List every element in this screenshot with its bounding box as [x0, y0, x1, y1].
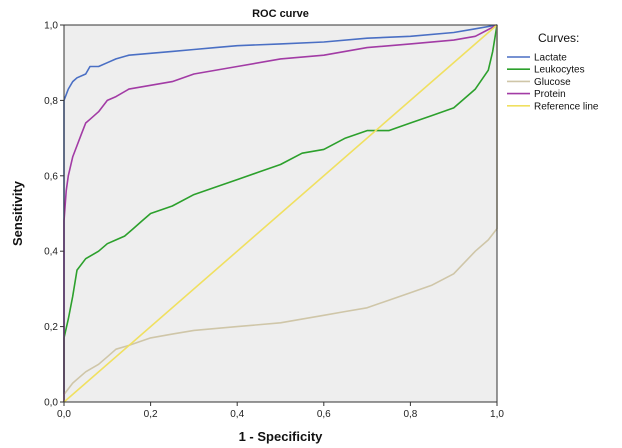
legend-title: Curves: — [538, 31, 579, 45]
series-layer — [63, 24, 498, 403]
x-tick-label: 0,4 — [230, 409, 244, 420]
y-tick-label: 0,6 — [44, 171, 58, 182]
y-tick-label: 0,2 — [44, 322, 58, 333]
y-tick-label: 0,0 — [44, 398, 58, 409]
y-axis-title: Sensitivity — [10, 180, 25, 246]
x-axis-ticks: 0,0 0,2 0,4 0,6 0,8 1,0 — [57, 402, 504, 420]
y-axis-ticks: 0,0 0,2 0,4 0,6 0,8 1,0 — [44, 21, 64, 409]
plot-frame — [63, 24, 498, 403]
x-tick-label: 0,0 — [57, 409, 71, 420]
x-tick-label: 0,6 — [317, 409, 331, 420]
y-tick-label: 0,8 — [44, 96, 58, 107]
legend: Curves: LactateLeukocytesGlucoseProteinR… — [507, 31, 599, 112]
legend-item: Glucose — [507, 77, 571, 88]
legend-item: Reference line — [507, 101, 599, 112]
x-tick-label: 1,0 — [490, 409, 504, 420]
legend-label: Reference line — [534, 101, 599, 112]
series-line-leukocytes — [63, 24, 498, 402]
legend-label: Glucose — [534, 77, 571, 88]
legend-item: Protein — [507, 89, 566, 100]
series-line-lactate — [63, 24, 498, 402]
legend-item: Lactate — [507, 53, 567, 64]
x-axis-title: 1 - Specificity — [239, 429, 324, 444]
x-tick-label: 0,8 — [403, 409, 417, 420]
series-line-reference-line — [63, 24, 498, 403]
legend-item: Leukocytes — [507, 65, 585, 76]
series-line-glucose — [63, 25, 498, 402]
legend-items: LactateLeukocytesGlucoseProteinReference… — [507, 53, 599, 112]
legend-label: Protein — [534, 89, 566, 100]
legend-label: Leukocytes — [534, 65, 585, 76]
x-tick-label: 0,2 — [144, 409, 158, 420]
y-tick-label: 0,4 — [44, 247, 58, 258]
series-line-protein — [63, 24, 498, 402]
y-tick-label: 1,0 — [44, 21, 58, 32]
chart-title: ROC curve — [252, 8, 309, 20]
legend-label: Lactate — [534, 53, 567, 64]
